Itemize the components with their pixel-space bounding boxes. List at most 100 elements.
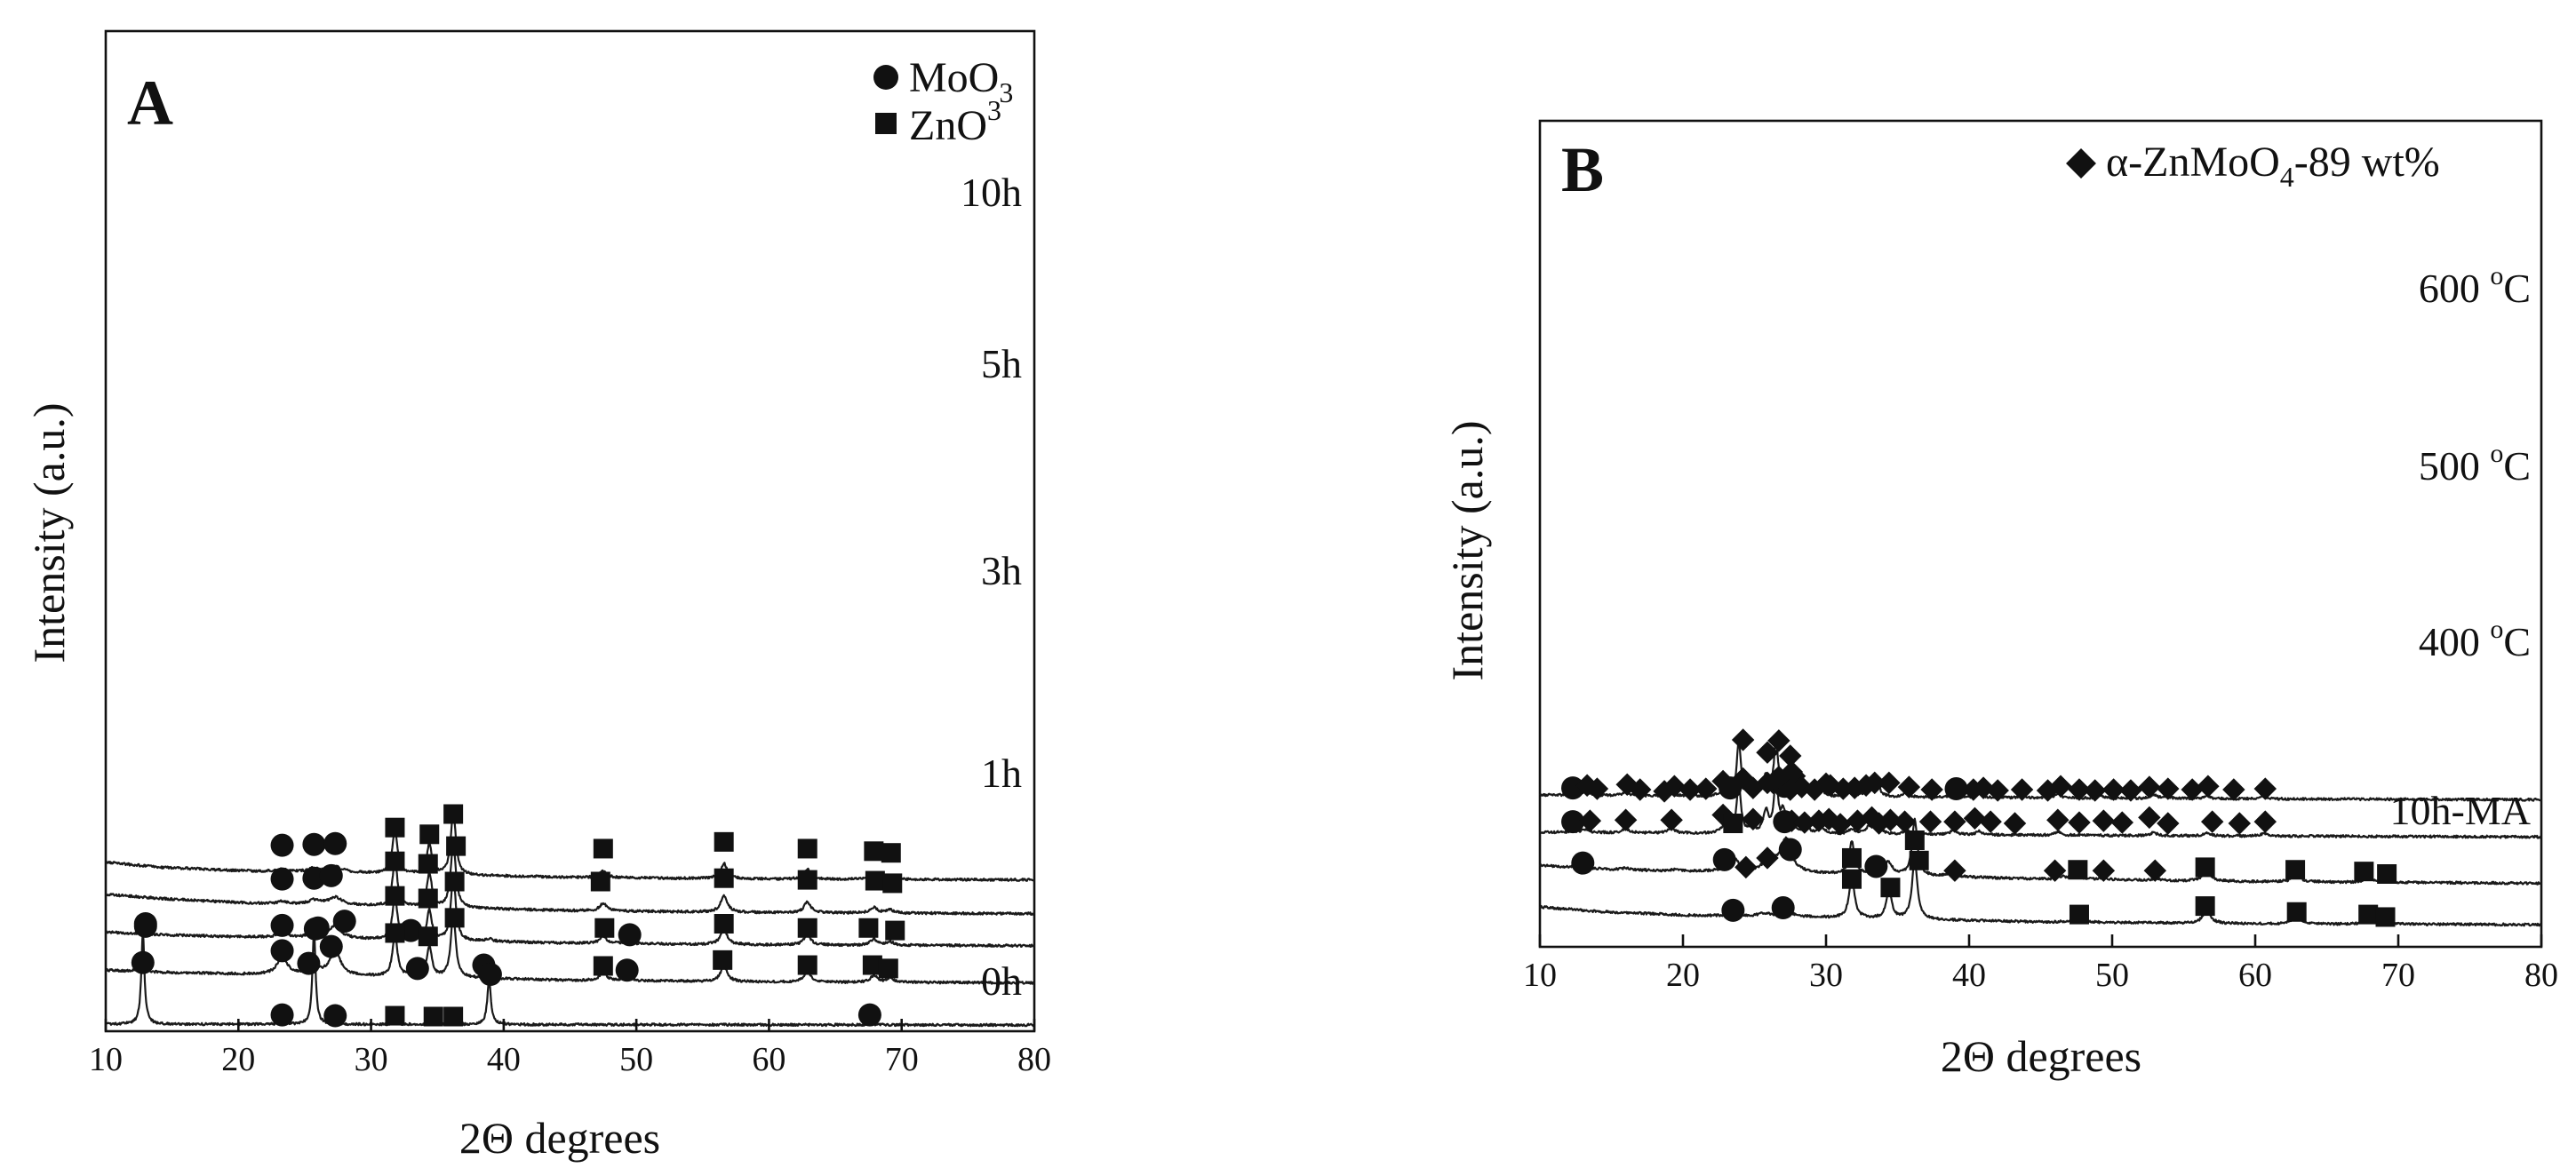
peak-marker-square <box>446 836 467 856</box>
x-tick-label: 80 <box>1017 1041 1051 1078</box>
peak-marker-circle <box>303 917 327 941</box>
peak-marker-diamond <box>2068 811 2091 834</box>
panel-a-legend: MoO3 ZnO3 <box>873 54 1013 149</box>
panel-b-series-labels: 600 oC 500 oC 400 oC 10h-MA <box>2390 261 2531 833</box>
x-tick-label: 70 <box>2381 957 2415 994</box>
series-trace <box>105 912 1035 985</box>
peak-marker-square <box>418 888 438 909</box>
peak-marker-square <box>714 914 734 934</box>
panel-a-y-axis-label: Intensity (a.u.) <box>24 403 74 663</box>
legend-moo3-marker <box>873 65 898 90</box>
x-tick-label: 80 <box>2524 957 2558 994</box>
peak-marker-diamond <box>1918 810 1942 833</box>
peak-marker-square <box>443 804 464 824</box>
peak-marker-circle <box>332 910 356 934</box>
peak-marker-diamond <box>1614 808 1638 831</box>
peak-marker-square <box>444 871 465 892</box>
peak-marker-square <box>714 831 734 852</box>
peak-marker-square <box>385 923 405 943</box>
x-tick-label: 40 <box>1952 957 1986 994</box>
peak-marker-diamond <box>2046 808 2070 831</box>
peak-marker-circle <box>1778 838 1802 862</box>
panel-b: 10 20 30 40 50 60 70 80 600 oC 500 oC 400 oC 10h-M… <box>1442 119 2558 1081</box>
peak-marker-square <box>864 841 884 862</box>
peak-marker-circle <box>131 950 155 974</box>
panel-a-label: A <box>127 68 173 139</box>
peak-marker-square <box>418 854 438 874</box>
series-label: 600 oC <box>2419 261 2531 311</box>
peak-marker-square <box>1841 869 1862 889</box>
peak-marker-circle <box>270 867 294 891</box>
peak-marker-diamond <box>1943 810 1966 833</box>
series-trace <box>1538 817 2542 886</box>
peak-marker-diamond <box>1731 728 1755 751</box>
x-tick-label: 70 <box>885 1041 919 1078</box>
peak-marker-square <box>2375 907 2396 927</box>
panel-b-x-axis-label: 2Θ degrees <box>1941 1031 2141 1081</box>
peak-marker-diamond <box>2157 812 2180 835</box>
peak-marker-square <box>714 868 734 888</box>
peak-marker-square <box>418 926 438 947</box>
peak-marker-square <box>878 958 898 979</box>
peak-marker-circle <box>405 957 429 981</box>
x-tick-label: 10 <box>89 1041 123 1078</box>
peak-marker-diamond <box>1979 810 2002 833</box>
peak-marker-diamond <box>2197 775 2220 798</box>
panel-b-x-tick-labels: 10 20 30 40 50 60 70 80 <box>1523 957 2558 994</box>
panel-a-x-ticks <box>104 1019 1036 1031</box>
peak-marker-square <box>2068 860 2088 880</box>
peak-marker-square <box>385 1005 405 1026</box>
peak-marker-circle <box>270 913 294 937</box>
peak-marker-square <box>2377 864 2397 884</box>
peak-marker-square <box>443 1006 464 1027</box>
x-tick-label: 20 <box>221 1041 255 1078</box>
peak-marker-circle <box>1561 810 1585 834</box>
peak-marker-circle <box>1561 776 1585 800</box>
peak-marker-circle <box>1721 898 1745 922</box>
panel-b-y-axis-label: Intensity (a.u.) <box>1442 421 1492 681</box>
peak-marker-square <box>713 950 733 970</box>
x-tick-label: 30 <box>1809 957 1843 994</box>
series-label: 1h <box>981 751 1022 796</box>
peak-marker-square <box>2195 857 2215 878</box>
series-label: 5h <box>981 341 1022 386</box>
panel-b-x-ticks <box>1538 934 2543 947</box>
x-tick-label: 50 <box>2095 957 2129 994</box>
peak-marker-square <box>882 873 903 894</box>
peak-marker-diamond <box>1742 807 1765 830</box>
peak-marker-square <box>862 955 882 975</box>
series-label: 400 oC <box>2419 615 2531 664</box>
peak-marker-circle <box>319 863 343 887</box>
peak-marker-square <box>2285 860 2306 880</box>
legend-moo3-label: MoO3 <box>909 54 1013 108</box>
series-trace <box>1539 775 2542 839</box>
peak-marker-diamond <box>2253 777 2277 800</box>
peak-marker-circle <box>618 923 642 947</box>
peak-marker-diamond <box>2200 810 2224 833</box>
peak-marker-circle <box>615 958 639 982</box>
peak-marker-circle <box>478 963 502 986</box>
peak-marker-circle <box>297 951 321 975</box>
peak-marker-square <box>423 1006 443 1027</box>
peak-marker-circle <box>319 934 343 958</box>
series-label: 500 oC <box>2419 439 2531 489</box>
panel-b-label: B <box>1561 134 1604 205</box>
peak-marker-square <box>797 918 817 938</box>
peak-marker-square <box>1841 847 1862 868</box>
peak-marker-diamond <box>2253 810 2277 833</box>
peak-marker-square <box>1904 830 1925 850</box>
series-label: 0h <box>981 958 1022 1004</box>
legend-zno-label: ZnO3 <box>909 94 1001 149</box>
panel-a-series-labels: 10h 5h 3h 1h 0h <box>961 170 1022 1004</box>
x-tick-label: 50 <box>619 1041 653 1078</box>
panel-b-legend: α-ZnMoO4-89 wt% <box>2066 139 2440 193</box>
panel-a-x-tick-labels: 10 20 30 40 50 60 70 80 <box>89 1041 1051 1078</box>
peak-marker-circle <box>270 1003 294 1027</box>
peak-marker-diamond <box>2003 812 2027 835</box>
peak-marker-circle <box>323 831 347 855</box>
peak-marker-square <box>881 843 901 863</box>
peak-marker-square <box>385 817 405 838</box>
peak-marker-circle <box>857 1003 881 1027</box>
peak-marker-square <box>858 918 879 938</box>
legend-znmoo4-label: α-ZnMoO4-89 wt% <box>2106 139 2440 193</box>
